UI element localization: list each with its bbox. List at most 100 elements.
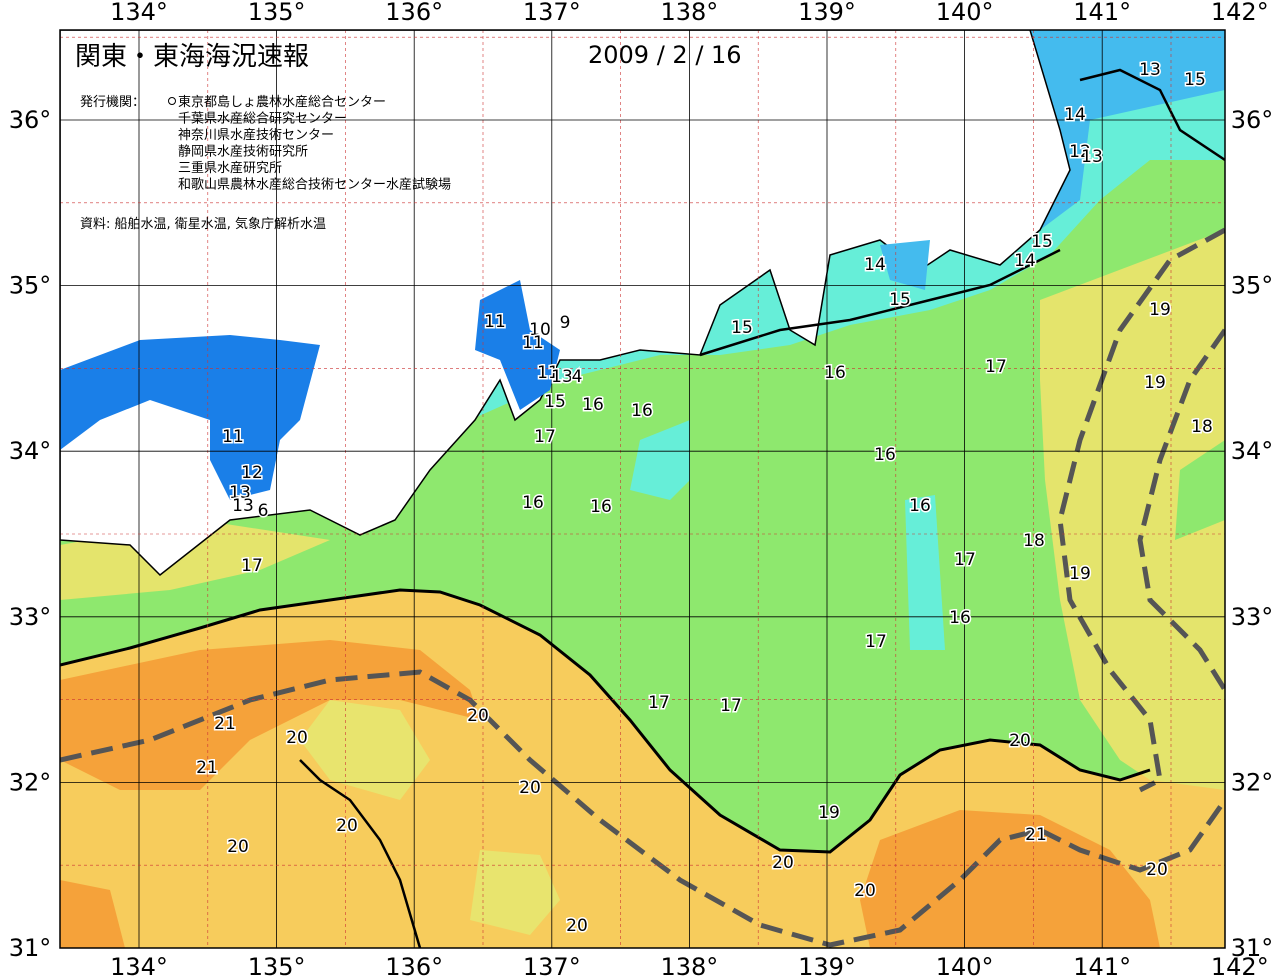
publisher: 神奈川県水産技術センター: [178, 127, 334, 143]
contour-label: 15: [544, 392, 566, 412]
contour-label: 19: [1144, 373, 1166, 393]
publisher-marker: [168, 97, 176, 105]
longitude-label: 137°: [523, 953, 581, 980]
contour-label: 17: [985, 357, 1007, 377]
publisher: 千葉県水産総合研究センター: [178, 111, 347, 127]
contour-label: 16: [522, 493, 544, 513]
warmest-water: [860, 810, 1160, 948]
title: 関東・東海海況速報: [75, 42, 309, 72]
contour-label: 10: [529, 320, 551, 340]
publisher: 東京都島しょ農林水産総合センター: [178, 94, 386, 110]
contour-label: 20: [772, 853, 794, 873]
bay-water: [880, 240, 930, 290]
longitude-label: 134°: [110, 0, 168, 26]
contour-label: 17: [865, 632, 887, 652]
contour-label: 13: [1139, 60, 1161, 80]
longitude-label: 142°: [1211, 953, 1269, 980]
isotherm-dashed: [1057, 227, 1225, 793]
contour-label: 21: [214, 714, 236, 734]
contour-label: 12: [241, 463, 263, 483]
longitude-label: 135°: [248, 0, 306, 26]
map-area: [60, 30, 1225, 948]
contour-label: 9: [560, 313, 571, 333]
longitude-label: 136°: [385, 953, 443, 980]
latitude-label: 32°: [1231, 768, 1274, 796]
source: 資料: 船舶水温, 衛星水温, 気象庁解析水温: [80, 216, 326, 232]
publisher-label: 発行機関：: [80, 95, 145, 110]
latitude-label: 34°: [1231, 437, 1274, 465]
longitude-label: 140°: [936, 0, 994, 26]
contour-label: 16: [949, 608, 971, 628]
warmest-water: [60, 880, 125, 948]
isotherm-dashed: [60, 669, 1225, 948]
cool-water: [630, 420, 690, 500]
longitude-label: 141°: [1073, 0, 1131, 26]
contour-label: 17: [534, 427, 556, 447]
contour-label: 13: [232, 496, 254, 516]
contour-label: 19: [1149, 300, 1171, 320]
isotherm: [699, 248, 1061, 357]
longitude-label: 138°: [660, 953, 718, 980]
contour-label: 12: [1069, 142, 1091, 162]
isotherm: [1079, 68, 1225, 162]
latitude-label: 31°: [1231, 934, 1274, 962]
contour-label: 14: [864, 255, 886, 275]
contour-label: 16: [874, 445, 896, 465]
contour-label: 16: [909, 496, 931, 516]
contour-label: 20: [336, 816, 358, 836]
contour-label: 19: [818, 803, 840, 823]
latitude-label: 35°: [9, 272, 52, 300]
map-frame: [59, 29, 1226, 949]
contour-label: 14: [1064, 105, 1086, 125]
contour-label: 13: [1081, 147, 1103, 167]
contour-label: 11: [522, 333, 544, 353]
contour-label: 18: [1023, 531, 1045, 551]
contour-label: 15: [1184, 70, 1206, 90]
latitude-label: 31°: [9, 934, 52, 962]
longitude-label: 134°: [110, 953, 168, 980]
contour-label: 20: [519, 778, 541, 798]
longitude-label: 136°: [385, 0, 443, 26]
latitude-label: 36°: [9, 106, 52, 134]
bay-water: [475, 280, 560, 410]
contour-label: 19: [1069, 564, 1091, 584]
contour-label: 6: [258, 501, 269, 521]
mild-water: [300, 700, 430, 800]
contour-label: 17: [241, 556, 263, 576]
contour-label: 20: [286, 728, 308, 748]
longitude-label: 140°: [936, 953, 994, 980]
contour-label: 11: [222, 427, 244, 447]
contour-label: 15: [889, 290, 911, 310]
contour-label: 11: [537, 363, 559, 383]
latitude-label: 35°: [1231, 272, 1274, 300]
contour-label: 16: [590, 497, 612, 517]
contour-label: 4: [572, 367, 583, 387]
contour-label: 16: [582, 395, 604, 415]
contour-label: 20: [854, 881, 876, 901]
kuroshio-front: [60, 588, 1151, 854]
contour-label: 21: [1025, 825, 1047, 845]
publisher: 静岡県水産技術研究所: [178, 144, 308, 160]
date: 2009 / 2 / 16: [588, 41, 742, 69]
publisher: 和歌山県農林水産総合技術センター水産試験場: [178, 177, 451, 193]
bay-water: [60, 335, 320, 500]
mild-water: [1040, 230, 1225, 790]
contour-label: 15: [1031, 232, 1053, 252]
contour-label: 20: [566, 916, 588, 936]
contour-label: 17: [720, 696, 742, 716]
contour-label: 20: [1146, 860, 1168, 880]
latitude-label: 32°: [9, 768, 52, 796]
longitude-label: 139°: [798, 953, 856, 980]
contour-label: 13: [229, 483, 251, 503]
latitude-label: 33°: [9, 603, 52, 631]
latitude-label: 36°: [1231, 106, 1274, 134]
longitude-label: 139°: [798, 0, 856, 26]
longitude-label: 141°: [1073, 953, 1131, 980]
contour-label: 17: [954, 550, 976, 570]
publisher: 三重県水産研究所: [178, 160, 282, 176]
isotherm: [299, 759, 422, 948]
contour-label: 20: [467, 706, 489, 726]
contour-label: 20: [1009, 731, 1031, 751]
